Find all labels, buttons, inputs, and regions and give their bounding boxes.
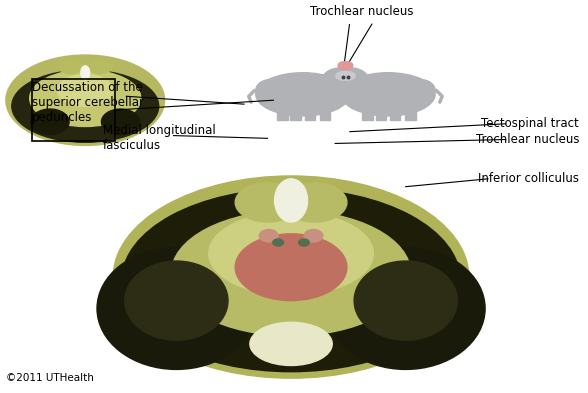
Ellipse shape [326,248,485,369]
Circle shape [259,230,278,242]
Bar [362,100,373,120]
Bar [290,100,301,120]
Ellipse shape [339,72,355,80]
Text: Tectospinal tract: Tectospinal tract [482,117,579,130]
Ellipse shape [350,74,371,91]
Text: Medial longitudinal
fasciculus: Medial longitudinal fasciculus [103,123,216,152]
Ellipse shape [322,68,360,93]
Ellipse shape [354,261,457,340]
Ellipse shape [406,79,435,101]
Bar [390,100,400,120]
Ellipse shape [256,73,350,116]
Ellipse shape [275,179,308,222]
Circle shape [304,230,323,242]
Ellipse shape [336,72,352,80]
Ellipse shape [88,60,112,73]
Text: Inferior colliculus: Inferior colliculus [478,172,579,185]
Bar [320,100,330,120]
Bar [405,100,416,120]
Ellipse shape [250,322,332,365]
Circle shape [273,239,283,246]
Ellipse shape [29,70,141,127]
Ellipse shape [59,60,82,73]
Ellipse shape [235,183,300,222]
Ellipse shape [58,75,113,106]
Ellipse shape [31,109,69,134]
Ellipse shape [320,74,341,91]
Text: ©2011 UTHealth: ©2011 UTHealth [6,373,93,383]
Ellipse shape [113,176,469,378]
Ellipse shape [171,211,411,336]
Ellipse shape [6,55,165,145]
Ellipse shape [330,68,369,93]
Circle shape [338,62,350,70]
Circle shape [341,62,353,70]
Ellipse shape [235,234,347,301]
Ellipse shape [122,189,460,372]
Ellipse shape [81,66,89,79]
Ellipse shape [101,109,139,134]
Ellipse shape [209,212,373,295]
Ellipse shape [97,248,256,369]
Bar [277,100,288,120]
Bar [32,79,115,141]
Ellipse shape [282,183,347,222]
Text: Trochlear nucleus: Trochlear nucleus [476,133,579,146]
Ellipse shape [125,261,228,340]
Circle shape [299,239,309,246]
Bar [305,100,315,120]
Text: Decussation of the
superior cerebellar
peduncles: Decussation of the superior cerebellar p… [32,81,144,124]
Text: Trochlear nucleus: Trochlear nucleus [310,5,413,18]
Bar [376,100,386,120]
Ellipse shape [256,79,285,101]
Ellipse shape [341,73,435,116]
Ellipse shape [12,70,159,142]
